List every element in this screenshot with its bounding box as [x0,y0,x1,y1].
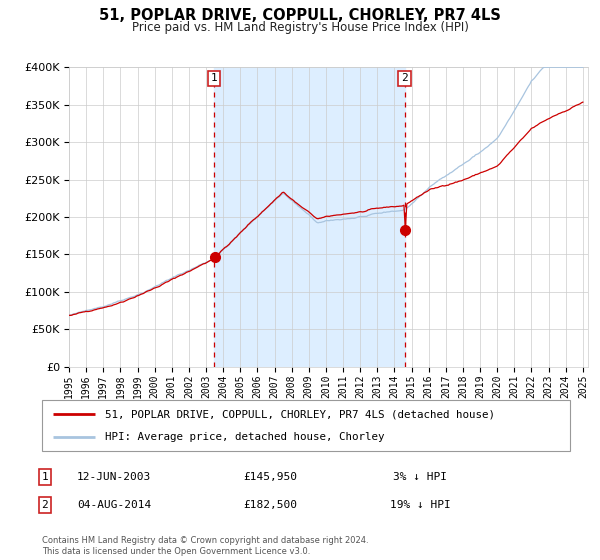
Text: Price paid vs. HM Land Registry's House Price Index (HPI): Price paid vs. HM Land Registry's House … [131,21,469,34]
Bar [214,67,404,367]
Text: HPI: Average price, detached house, Chorley: HPI: Average price, detached house, Chor… [106,432,385,442]
Text: 3% ↓ HPI: 3% ↓ HPI [393,472,447,482]
FancyBboxPatch shape [42,400,570,451]
Text: Contains HM Land Registry data © Crown copyright and database right 2024.
This d: Contains HM Land Registry data © Crown c… [42,536,368,556]
Text: 1: 1 [211,73,217,83]
Text: 19% ↓ HPI: 19% ↓ HPI [389,500,451,510]
Text: 1: 1 [41,472,49,482]
Text: 51, POPLAR DRIVE, COPPULL, CHORLEY, PR7 4LS (detached house): 51, POPLAR DRIVE, COPPULL, CHORLEY, PR7 … [106,409,496,419]
Text: 12-JUN-2003: 12-JUN-2003 [77,472,151,482]
Text: £145,950: £145,950 [243,472,297,482]
Text: £182,500: £182,500 [243,500,297,510]
Text: 04-AUG-2014: 04-AUG-2014 [77,500,151,510]
Text: 2: 2 [41,500,49,510]
Text: 2: 2 [401,73,408,83]
Text: 51, POPLAR DRIVE, COPPULL, CHORLEY, PR7 4LS: 51, POPLAR DRIVE, COPPULL, CHORLEY, PR7 … [99,8,501,24]
